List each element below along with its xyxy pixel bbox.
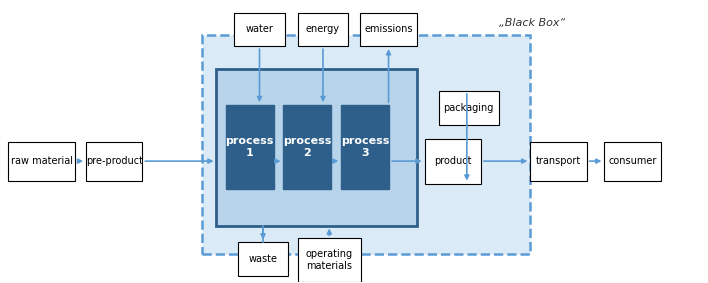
Text: energy: energy <box>306 24 340 35</box>
Bar <box>341 105 389 189</box>
Bar <box>439 91 498 125</box>
Bar <box>530 142 587 181</box>
Text: transport: transport <box>536 156 581 166</box>
Text: emissions: emissions <box>365 24 413 35</box>
Text: waste: waste <box>249 254 278 264</box>
Text: process
2: process 2 <box>283 136 331 158</box>
Bar <box>297 13 348 46</box>
Bar <box>360 13 418 46</box>
Bar <box>283 105 331 189</box>
Bar <box>86 142 142 181</box>
Text: pre-product: pre-product <box>86 156 143 166</box>
Bar <box>425 139 481 184</box>
Bar <box>202 35 530 254</box>
Bar <box>217 69 418 226</box>
Text: packaging: packaging <box>443 103 493 113</box>
Bar <box>226 105 273 189</box>
Text: process
3: process 3 <box>341 136 389 158</box>
Text: raw material: raw material <box>11 156 73 166</box>
Text: consumer: consumer <box>608 156 657 166</box>
Bar <box>238 242 288 276</box>
Bar <box>605 142 661 181</box>
Bar <box>234 13 285 46</box>
Bar <box>8 142 76 181</box>
Text: operating
materials: operating materials <box>306 249 353 271</box>
Text: process
1: process 1 <box>225 136 274 158</box>
Text: product: product <box>434 156 472 166</box>
Text: „Black Box“: „Black Box“ <box>498 18 565 28</box>
Text: water: water <box>246 24 273 35</box>
Bar <box>297 238 361 282</box>
